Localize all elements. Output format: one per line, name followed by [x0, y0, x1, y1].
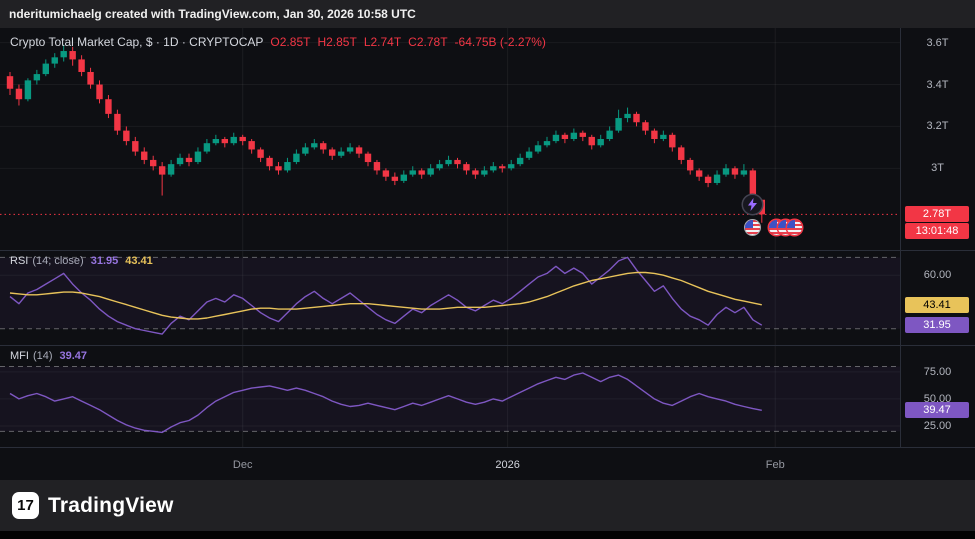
- rsi-title[interactable]: RSI: [10, 255, 29, 267]
- ohlc-high: H2.85T: [317, 35, 357, 49]
- main-chart-legend[interactable]: Crypto Total Market Cap, $ · 1D · CRYPTO…: [10, 35, 546, 49]
- footer-bar: 17 TradingView: [0, 480, 975, 531]
- mfi-line: [9, 372, 762, 434]
- rsi-legend[interactable]: RSI (14; close) 31.95 43.41: [10, 255, 153, 267]
- time-axis-label: Dec: [233, 459, 253, 471]
- attribution-bar: nderitumichaelg created with TradingView…: [0, 0, 975, 28]
- time-axis-label: 2026: [495, 459, 519, 471]
- candlestick-series: [6, 44, 765, 223]
- rsi-params: (14; close): [32, 255, 84, 267]
- ohlc-open: O2.85T: [270, 35, 311, 49]
- time-axis-label: Feb: [766, 459, 785, 471]
- chart-canvas[interactable]: Dec 2026 Feb: [0, 28, 975, 480]
- chart-area[interactable]: Dec 2026 Feb Crypto Total Market Cap, $ · …: [0, 28, 975, 480]
- us-flag-event-icon[interactable]: [787, 220, 802, 235]
- mfi-value: 39.47: [59, 350, 88, 362]
- rsi-ma-value: 43.41: [125, 255, 153, 267]
- rsi-line: [9, 256, 763, 335]
- attribution-text: nderitumichaelg created with TradingView…: [9, 7, 416, 21]
- ohlc-low: L2.74T: [363, 35, 402, 49]
- lightning-event-icon[interactable]: [743, 195, 762, 214]
- grid-lines: [0, 28, 900, 447]
- tradingview-mark-text: 17: [17, 497, 34, 514]
- bottom-strip: [0, 531, 975, 539]
- ohlc-change: -64.75B (-2.27%): [454, 35, 546, 49]
- tradingview-wordmark: TradingView: [48, 493, 174, 517]
- symbol-title[interactable]: Crypto Total Market Cap, $ · 1D · CRYPTO…: [10, 35, 264, 49]
- mfi-title[interactable]: MFI: [10, 350, 29, 362]
- rsi-value: 31.95: [90, 255, 119, 267]
- tradingview-mark-icon: 17: [12, 492, 39, 519]
- tradingview-logo[interactable]: 17 TradingView: [12, 492, 174, 519]
- ohlc-close: C2.78T: [408, 35, 448, 49]
- us-flag-event-icon[interactable]: [745, 220, 760, 235]
- mfi-legend[interactable]: MFI (14) 39.47: [10, 350, 87, 362]
- mfi-params: (14): [32, 350, 53, 362]
- rsi-based-ma-line: [9, 271, 762, 320]
